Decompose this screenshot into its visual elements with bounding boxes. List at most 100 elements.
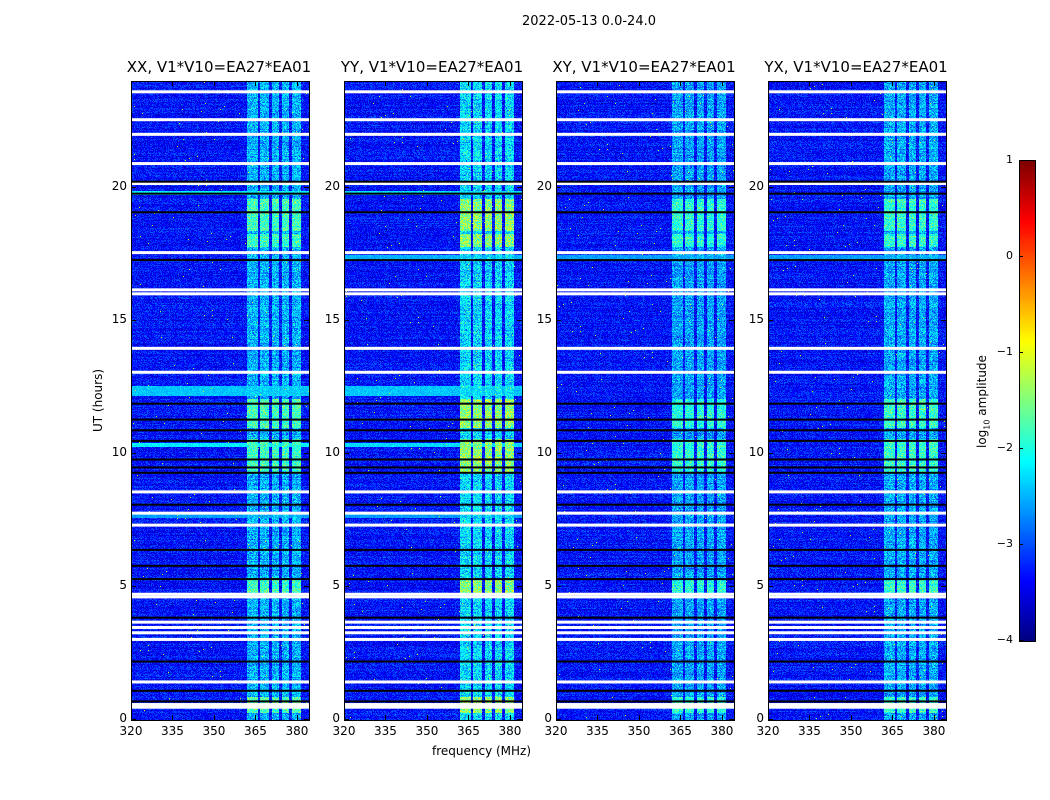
x-tick-mark	[468, 715, 470, 720]
x-tick-label: 320	[332, 724, 356, 738]
y-tick-mark	[131, 719, 136, 720]
x-tick-mark	[850, 81, 852, 86]
x-tick-label: 320	[544, 724, 568, 738]
y-tick-label: 20	[324, 179, 340, 194]
x-tick-label: 350	[627, 724, 651, 738]
x-tick-mark	[213, 81, 215, 86]
x-tick-mark	[213, 715, 215, 720]
x-tick-label: 380	[710, 724, 734, 738]
x-tick-label: 320	[756, 724, 780, 738]
heatmap-panel	[768, 81, 947, 721]
x-tick-label: 335	[374, 724, 397, 738]
x-tick-mark	[385, 715, 387, 720]
x-tick-mark	[172, 81, 174, 86]
colorbar-tick-label: −4	[996, 633, 1013, 646]
colorbar-tick-mark	[1019, 640, 1023, 641]
y-tick-mark	[768, 453, 773, 455]
x-tick-label: 380	[498, 724, 522, 738]
y-tick-mark	[517, 586, 522, 588]
x-tick-mark	[933, 715, 935, 720]
x-tick-mark	[385, 81, 387, 86]
x-tick-mark	[426, 81, 428, 86]
y-tick-mark	[556, 320, 561, 322]
x-tick-mark	[638, 81, 640, 86]
y-tick-label: 0	[332, 711, 340, 725]
y-tick-mark	[344, 187, 349, 189]
x-tick-mark	[468, 81, 470, 86]
x-tick-mark	[426, 715, 428, 720]
x-tick-label: 350	[202, 724, 226, 738]
x-tick-mark	[172, 715, 174, 720]
x-tick-mark	[721, 81, 723, 86]
x-tick-mark	[296, 715, 298, 720]
x-tick-mark	[892, 715, 894, 720]
x-tick-label: 380	[922, 724, 946, 738]
y-tick-mark	[941, 586, 946, 588]
x-tick-mark	[131, 81, 132, 86]
y-tick-label: 20	[748, 179, 764, 194]
colorbar-tick-label: 0	[1006, 249, 1013, 262]
x-tick-mark	[597, 715, 599, 720]
y-axis-label: UT (hours)	[91, 368, 105, 432]
colorbar-tick-label: −1	[996, 345, 1013, 358]
y-tick-mark	[941, 187, 946, 189]
x-tick-mark	[556, 81, 557, 86]
x-tick-mark	[680, 715, 682, 720]
x-tick-mark	[344, 715, 345, 720]
x-tick-mark	[597, 81, 599, 86]
x-tick-label: 365	[881, 724, 904, 738]
y-tick-mark	[729, 320, 734, 322]
y-tick-label: 5	[544, 578, 552, 593]
y-tick-label: 10	[111, 445, 127, 460]
x-tick-mark	[509, 715, 511, 720]
y-tick-mark	[344, 586, 349, 588]
y-tick-mark	[556, 187, 561, 189]
y-tick-label: 15	[748, 312, 764, 327]
y-tick-mark	[131, 586, 136, 588]
y-tick-mark	[304, 453, 309, 455]
x-tick-mark	[131, 715, 132, 720]
y-tick-mark	[304, 187, 309, 189]
colorbar-tick-label: −2	[996, 441, 1013, 454]
y-tick-mark	[768, 320, 773, 322]
y-tick-mark	[768, 586, 773, 588]
y-tick-label: 5	[119, 578, 127, 593]
x-tick-label: 350	[415, 724, 439, 738]
y-tick-label: 5	[332, 578, 340, 593]
y-tick-mark	[517, 453, 522, 455]
heatmap-image	[345, 82, 522, 720]
x-tick-mark	[255, 81, 257, 86]
y-tick-label: 5	[756, 578, 764, 593]
x-tick-label: 365	[669, 724, 692, 738]
y-tick-label: 0	[544, 711, 552, 725]
heatmap-image	[769, 82, 946, 720]
y-tick-mark	[131, 453, 136, 455]
colorbar-tick-label: −3	[996, 537, 1013, 550]
x-tick-label: 365	[244, 724, 267, 738]
panel-title: YX, V1*V10=EA27*EA01	[764, 58, 948, 76]
y-tick-mark	[304, 719, 309, 720]
x-tick-mark	[296, 81, 298, 86]
y-tick-mark	[131, 187, 136, 189]
x-tick-mark	[509, 81, 511, 86]
x-tick-label: 335	[798, 724, 821, 738]
colorbar-tick-mark	[1019, 160, 1023, 161]
heatmap-image	[132, 82, 309, 720]
x-tick-label: 350	[839, 724, 863, 738]
heatmap-panel	[131, 81, 310, 721]
x-tick-mark	[680, 81, 682, 86]
y-tick-mark	[344, 453, 349, 455]
x-tick-mark	[638, 715, 640, 720]
panel-title: XY, V1*V10=EA27*EA01	[552, 58, 736, 76]
x-tick-mark	[892, 81, 894, 86]
x-tick-label: 365	[457, 724, 480, 738]
y-tick-mark	[344, 320, 349, 322]
y-tick-mark	[768, 187, 773, 189]
colorbar-tick-mark	[1019, 448, 1023, 449]
y-tick-label: 0	[119, 711, 127, 725]
x-tick-mark	[933, 81, 935, 86]
x-tick-mark	[556, 715, 557, 720]
x-tick-mark	[809, 81, 811, 86]
panel-title: YY, V1*V10=EA27*EA01	[340, 58, 524, 76]
y-tick-mark	[768, 719, 773, 720]
